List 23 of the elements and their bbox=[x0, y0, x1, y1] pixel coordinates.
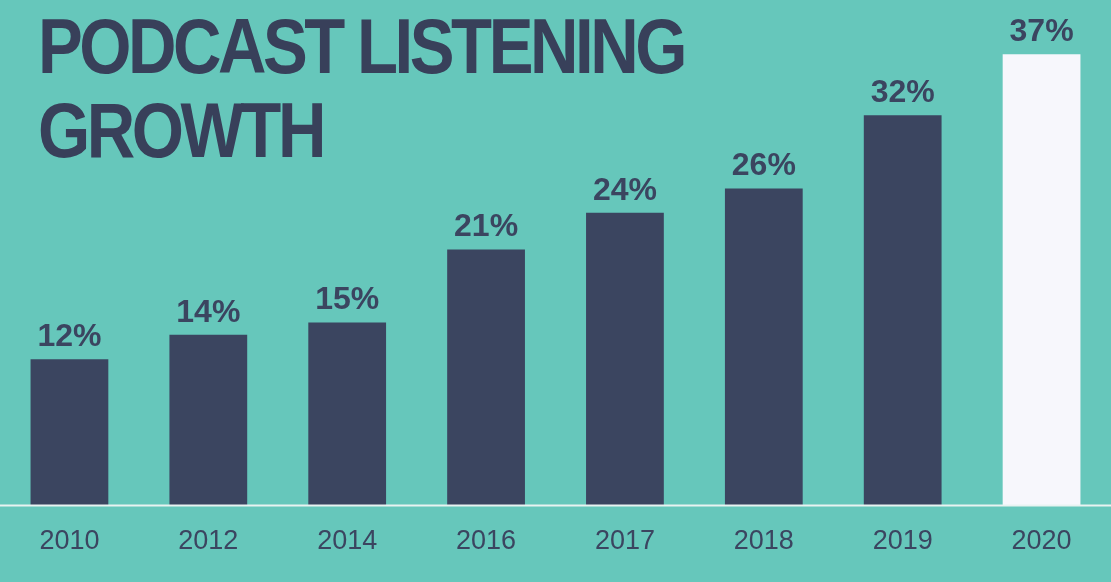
data-label: 26% bbox=[731, 146, 796, 183]
data-label: 21% bbox=[454, 207, 519, 244]
data-label: 12% bbox=[37, 317, 102, 354]
x-tick-label: 2018 bbox=[733, 525, 794, 556]
bar bbox=[586, 212, 664, 506]
x-tick-label: 2020 bbox=[1011, 525, 1072, 556]
x-tick-label: 2012 bbox=[178, 525, 239, 556]
bar bbox=[30, 359, 109, 506]
data-label: 14% bbox=[176, 292, 241, 329]
bar bbox=[308, 322, 387, 506]
x-tick-label: 2019 bbox=[872, 525, 933, 556]
bar bbox=[1002, 54, 1081, 506]
x-tick-label: 2017 bbox=[594, 525, 655, 556]
bar bbox=[447, 249, 525, 506]
x-tick-label: 2016 bbox=[456, 525, 517, 556]
bar bbox=[169, 334, 248, 506]
data-label: 32% bbox=[870, 73, 935, 109]
data-label: 15% bbox=[315, 280, 380, 317]
bar bbox=[724, 188, 803, 506]
data-label: 37% bbox=[1009, 12, 1074, 48]
bar bbox=[863, 115, 942, 506]
x-tick-label: 2014 bbox=[317, 525, 378, 556]
x-tick-label: 2010 bbox=[39, 525, 100, 556]
